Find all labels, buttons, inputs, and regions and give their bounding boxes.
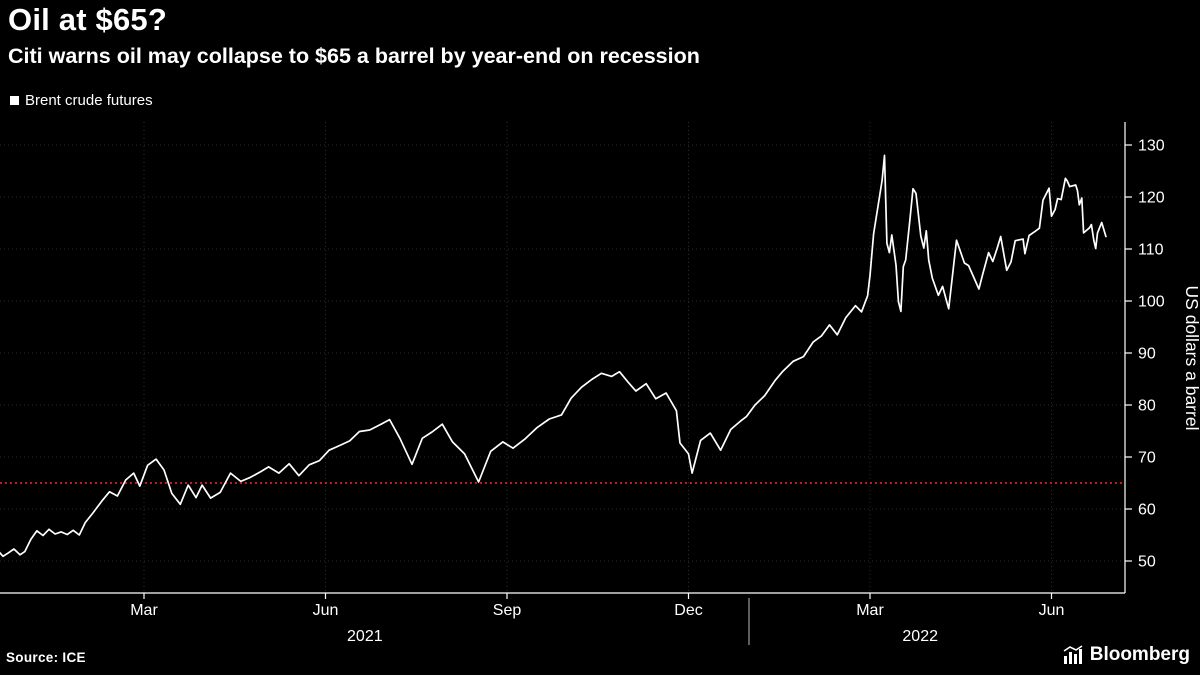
svg-text:Jun: Jun <box>1039 602 1065 619</box>
svg-text:Mar: Mar <box>130 602 158 619</box>
svg-text:70: 70 <box>1138 450 1156 467</box>
legend-label: Brent crude futures <box>25 92 153 109</box>
page-subtitle: Citi warns oil may collapse to $65 a bar… <box>8 44 700 68</box>
svg-text:80: 80 <box>1138 398 1156 415</box>
svg-text:Sep: Sep <box>493 602 522 619</box>
svg-text:Mar: Mar <box>856 602 884 619</box>
bloomberg-logo-text: Bloomberg <box>1089 644 1190 665</box>
bloomberg-logo: Bloomberg <box>1063 644 1190 666</box>
svg-text:50: 50 <box>1138 554 1156 571</box>
svg-text:Dec: Dec <box>674 602 702 619</box>
svg-text:US dollars a barrel: US dollars a barrel <box>1182 286 1200 431</box>
svg-text:Jun: Jun <box>313 602 339 619</box>
svg-text:2022: 2022 <box>902 628 938 645</box>
svg-text:100: 100 <box>1138 294 1165 311</box>
svg-text:130: 130 <box>1138 138 1165 155</box>
svg-text:2021: 2021 <box>347 628 383 645</box>
square-swatch-icon <box>10 96 19 105</box>
svg-text:120: 120 <box>1138 190 1165 207</box>
source-label: Source: ICE <box>6 650 86 665</box>
page-title: Oil at $65? <box>8 2 167 37</box>
chart-bars-icon <box>1063 645 1083 664</box>
svg-text:110: 110 <box>1138 242 1164 259</box>
svg-text:90: 90 <box>1138 346 1156 363</box>
legend: Brent crude futures <box>10 92 153 109</box>
svg-text:60: 60 <box>1138 502 1156 519</box>
